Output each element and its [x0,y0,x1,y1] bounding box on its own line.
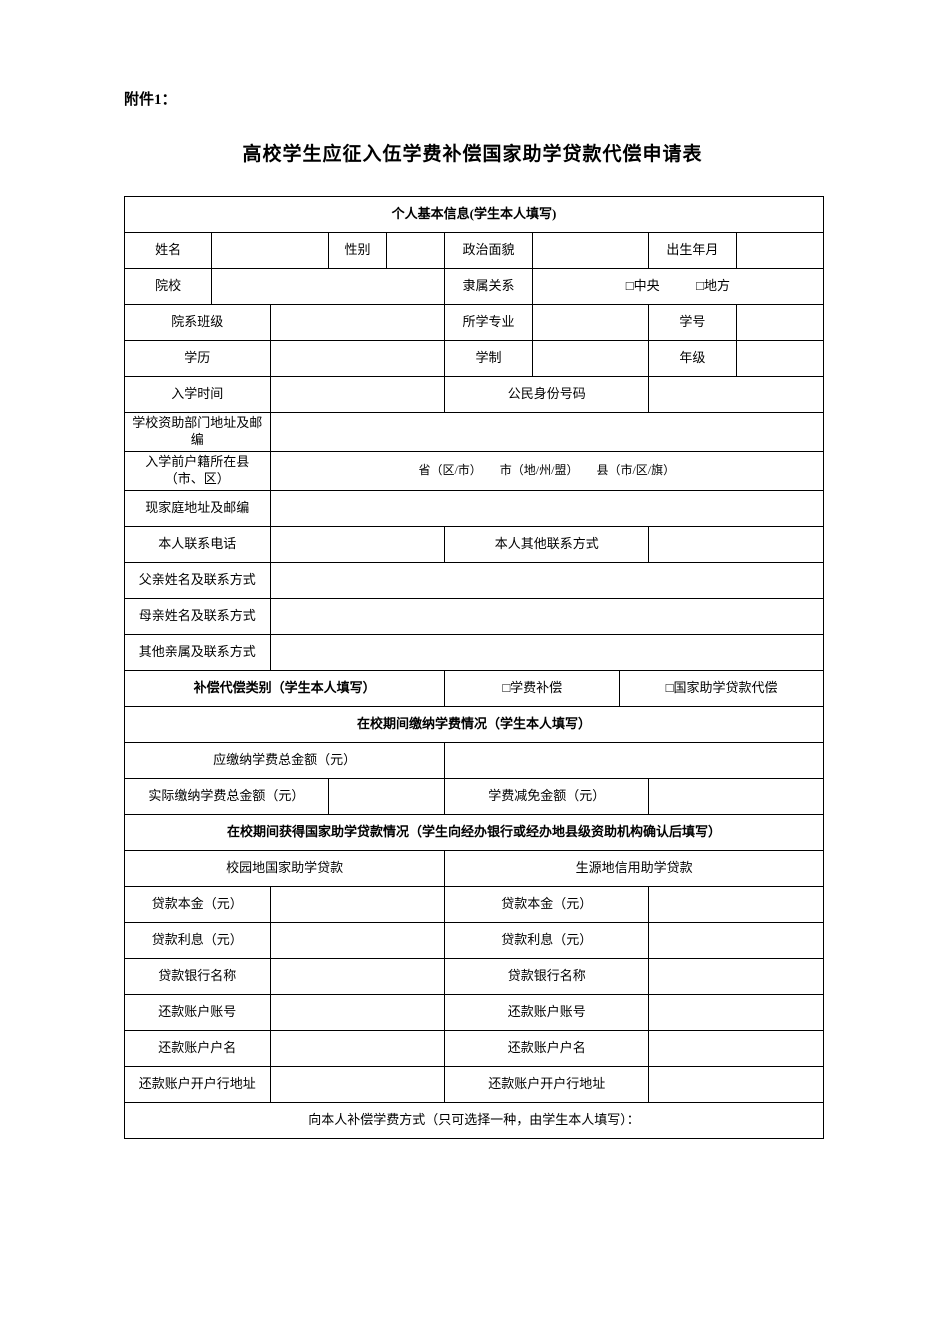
field-origin-interest[interactable] [649,922,824,958]
field-tuition-due[interactable] [445,742,824,778]
checkbox-loan-repayment[interactable]: □国家助学贷款代偿 [620,670,824,706]
section1-header: 个人基本信息(学生本人填写) [125,197,824,233]
label-other-contact: 本人其他联系方式 [445,526,649,562]
field-campus-account-no[interactable] [270,994,445,1030]
label-major: 所学专业 [445,305,532,341]
label-birth-date: 出生年月 [649,233,736,269]
field-origin-principal[interactable] [649,886,824,922]
label-grade: 年级 [649,341,736,377]
label-origin-bank: 贷款银行名称 [445,958,649,994]
field-political-status[interactable] [532,233,649,269]
label-tuition-due: 应缴纳学费总金额（元） [125,742,445,778]
field-affiliation[interactable]: □中央 □地方 [532,269,823,305]
label-campus-principal: 贷款本金（元） [125,886,271,922]
label-personal-phone: 本人联系电话 [125,526,271,562]
label-tuition-paid: 实际缴纳学费总金额（元） [125,778,329,814]
label-affiliation: 隶属关系 [445,269,532,305]
field-father-contact[interactable] [270,562,823,598]
label-origin-bank-addr: 还款账户开户行地址 [445,1066,649,1102]
field-major[interactable] [532,305,649,341]
label-gender: 性别 [328,233,386,269]
label-school-system: 学制 [445,341,532,377]
field-campus-interest[interactable] [270,922,445,958]
field-origin-bank[interactable] [649,958,824,994]
label-enroll-date: 入学时间 [125,377,271,413]
label-campus-account-name: 还款账户户名 [125,1030,271,1066]
field-pre-enroll-residence[interactable]: 省（区/市） 市（地/州/盟） 县（市/区/旗） [270,451,823,490]
field-student-id[interactable] [736,305,823,341]
field-name[interactable] [212,233,329,269]
form-title: 高校学生应征入伍学费补偿国家助学贷款代偿申请表 [124,139,821,166]
label-political-status: 政治面貌 [445,233,532,269]
field-school-system[interactable] [532,341,649,377]
label-mother-contact: 母亲姓名及联系方式 [125,598,271,634]
label-education-level: 学历 [125,341,271,377]
checkbox-local[interactable]: □地方 [696,278,730,293]
field-personal-phone[interactable] [270,526,445,562]
attachment-label: 附件1： [124,88,821,109]
label-campus-account-no: 还款账户账号 [125,994,271,1030]
field-other-relative[interactable] [270,634,823,670]
field-funding-dept-addr[interactable] [270,413,823,452]
label-compensation-method: 向本人补偿学费方式（只可选择一种，由学生本人填写）： [125,1102,824,1138]
label-name: 姓名 [125,233,212,269]
field-gender[interactable] [387,233,445,269]
label-pre-enroll-residence: 入学前户籍所在县（市、区） [125,451,271,490]
field-origin-account-no[interactable] [649,994,824,1030]
label-citizen-id: 公民身份号码 [445,377,649,413]
field-institution[interactable] [212,269,445,305]
label-origin-principal: 贷款本金（元） [445,886,649,922]
label-compensation-category: 补偿代偿类别（学生本人填写） [125,670,445,706]
label-other-relative: 其他亲属及联系方式 [125,634,271,670]
field-origin-bank-addr[interactable] [649,1066,824,1102]
field-campus-bank[interactable] [270,958,445,994]
field-tuition-waived[interactable] [649,778,824,814]
section3-header: 在校期间缴纳学费情况（学生本人填写） [125,706,824,742]
label-campus-bank-addr: 还款账户开户行地址 [125,1066,271,1102]
label-student-id: 学号 [649,305,736,341]
label-origin-loan: 生源地信用助学贷款 [445,850,824,886]
label-institution: 院校 [125,269,212,305]
label-dept-class: 院系班级 [125,305,271,341]
application-form-table: 个人基本信息(学生本人填写) 姓名 性别 政治面貌 出生年月 院校 隶属关系 □… [124,196,824,1139]
section4-header: 在校期间获得国家助学贷款情况（学生向经办银行或经办地县级资助机构确认后填写） [125,814,824,850]
field-campus-account-name[interactable] [270,1030,445,1066]
label-campus-loan: 校园地国家助学贷款 [125,850,445,886]
field-tuition-paid[interactable] [328,778,445,814]
field-family-addr[interactable] [270,490,823,526]
field-birth-date[interactable] [736,233,823,269]
label-tuition-waived: 学费减免金额（元） [445,778,649,814]
field-dept-class[interactable] [270,305,445,341]
label-funding-dept-addr: 学校资助部门地址及邮编 [125,413,271,452]
field-enroll-date[interactable] [270,377,445,413]
label-origin-account-no: 还款账户账号 [445,994,649,1030]
field-education-level[interactable] [270,341,445,377]
field-other-contact[interactable] [649,526,824,562]
field-citizen-id[interactable] [649,377,824,413]
checkbox-central[interactable]: □中央 [626,278,660,293]
label-origin-account-name: 还款账户户名 [445,1030,649,1066]
field-campus-principal[interactable] [270,886,445,922]
label-family-addr: 现家庭地址及邮编 [125,490,271,526]
field-campus-bank-addr[interactable] [270,1066,445,1102]
field-grade[interactable] [736,341,823,377]
field-origin-account-name[interactable] [649,1030,824,1066]
checkbox-tuition-compensation[interactable]: □学费补偿 [445,670,620,706]
label-campus-bank: 贷款银行名称 [125,958,271,994]
label-origin-interest: 贷款利息（元） [445,922,649,958]
field-mother-contact[interactable] [270,598,823,634]
label-campus-interest: 贷款利息（元） [125,922,271,958]
label-father-contact: 父亲姓名及联系方式 [125,562,271,598]
